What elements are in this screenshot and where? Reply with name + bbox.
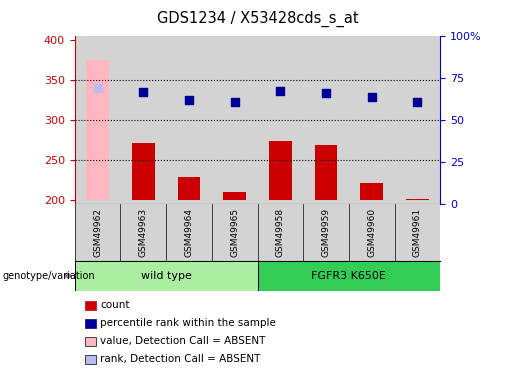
Bar xyxy=(394,36,440,204)
FancyBboxPatch shape xyxy=(75,261,258,291)
Text: value, Detection Call = ABSENT: value, Detection Call = ABSENT xyxy=(100,336,266,346)
Bar xyxy=(223,192,246,200)
Bar xyxy=(121,36,166,204)
Text: GSM49965: GSM49965 xyxy=(230,208,239,257)
Bar xyxy=(132,143,154,200)
Bar xyxy=(303,36,349,204)
Bar xyxy=(86,60,109,200)
FancyBboxPatch shape xyxy=(258,261,440,291)
Point xyxy=(93,85,101,91)
Text: GSM49961: GSM49961 xyxy=(413,208,422,257)
Point xyxy=(276,88,284,94)
Point xyxy=(368,94,376,100)
Bar xyxy=(75,36,121,204)
Text: GDS1234 / X53428cds_s_at: GDS1234 / X53428cds_s_at xyxy=(157,11,358,27)
Text: GSM49964: GSM49964 xyxy=(184,208,194,257)
Text: percentile rank within the sample: percentile rank within the sample xyxy=(100,318,277,328)
Bar xyxy=(349,36,394,204)
Point xyxy=(139,89,147,95)
Text: FGFR3 K650E: FGFR3 K650E xyxy=(312,271,386,280)
Bar xyxy=(178,177,200,200)
Text: GSM49958: GSM49958 xyxy=(276,208,285,257)
Point xyxy=(322,90,330,96)
Text: GSM49959: GSM49959 xyxy=(321,208,331,257)
Point xyxy=(231,99,239,105)
Text: count: count xyxy=(100,300,130,310)
Bar xyxy=(269,141,292,200)
Text: GSM49962: GSM49962 xyxy=(93,208,102,257)
Bar xyxy=(212,36,258,204)
Bar xyxy=(315,145,337,200)
Text: genotype/variation: genotype/variation xyxy=(3,271,95,280)
Bar xyxy=(166,36,212,204)
Text: wild type: wild type xyxy=(141,271,192,280)
Bar xyxy=(258,36,303,204)
Text: rank, Detection Call = ABSENT: rank, Detection Call = ABSENT xyxy=(100,354,261,364)
Text: GSM49960: GSM49960 xyxy=(367,208,376,257)
Bar xyxy=(360,183,383,200)
Point xyxy=(414,99,422,105)
Text: GSM49963: GSM49963 xyxy=(139,208,148,257)
Point xyxy=(185,97,193,103)
Bar xyxy=(406,199,429,200)
